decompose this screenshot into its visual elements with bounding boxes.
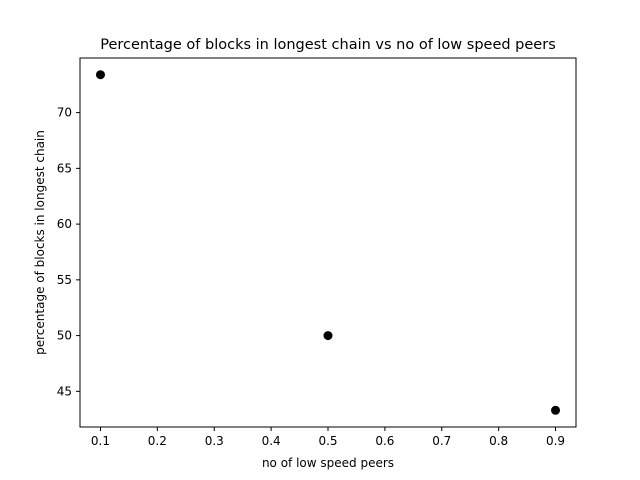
data-point [95, 70, 105, 80]
x-tick-label: 0.6 [375, 434, 394, 448]
data-point [551, 405, 561, 415]
x-axis: 0.1 0.2 0.3 0.4 0.5 0.6 0.7 0.8 0.9 [91, 427, 565, 448]
x-tick-label: 0.1 [91, 434, 110, 448]
x-tick-label: 0.4 [262, 434, 281, 448]
y-tick-label: 70 [57, 106, 72, 120]
data-points [95, 70, 561, 415]
x-tick-label: 0.5 [318, 434, 337, 448]
x-tick-label: 0.3 [205, 434, 224, 448]
data-point [323, 331, 333, 341]
x-tick-label: 0.7 [432, 434, 451, 448]
y-tick-label: 65 [57, 161, 72, 175]
y-axis-label: percentage of blocks in longest chain [33, 130, 47, 355]
chart-title: Percentage of blocks in longest chain vs… [100, 37, 556, 53]
x-tick-label: 0.9 [546, 434, 565, 448]
plot-area-frame [79, 57, 577, 428]
x-tick-label: 0.8 [489, 434, 508, 448]
y-tick-label: 55 [57, 273, 72, 287]
y-axis: 45 50 55 60 65 70 [57, 106, 80, 398]
x-axis-label: no of low speed peers [262, 456, 394, 470]
y-tick-label: 50 [57, 329, 72, 343]
y-tick-label: 60 [57, 217, 72, 231]
x-tick-label: 0.2 [148, 434, 167, 448]
y-tick-label: 45 [57, 384, 72, 398]
